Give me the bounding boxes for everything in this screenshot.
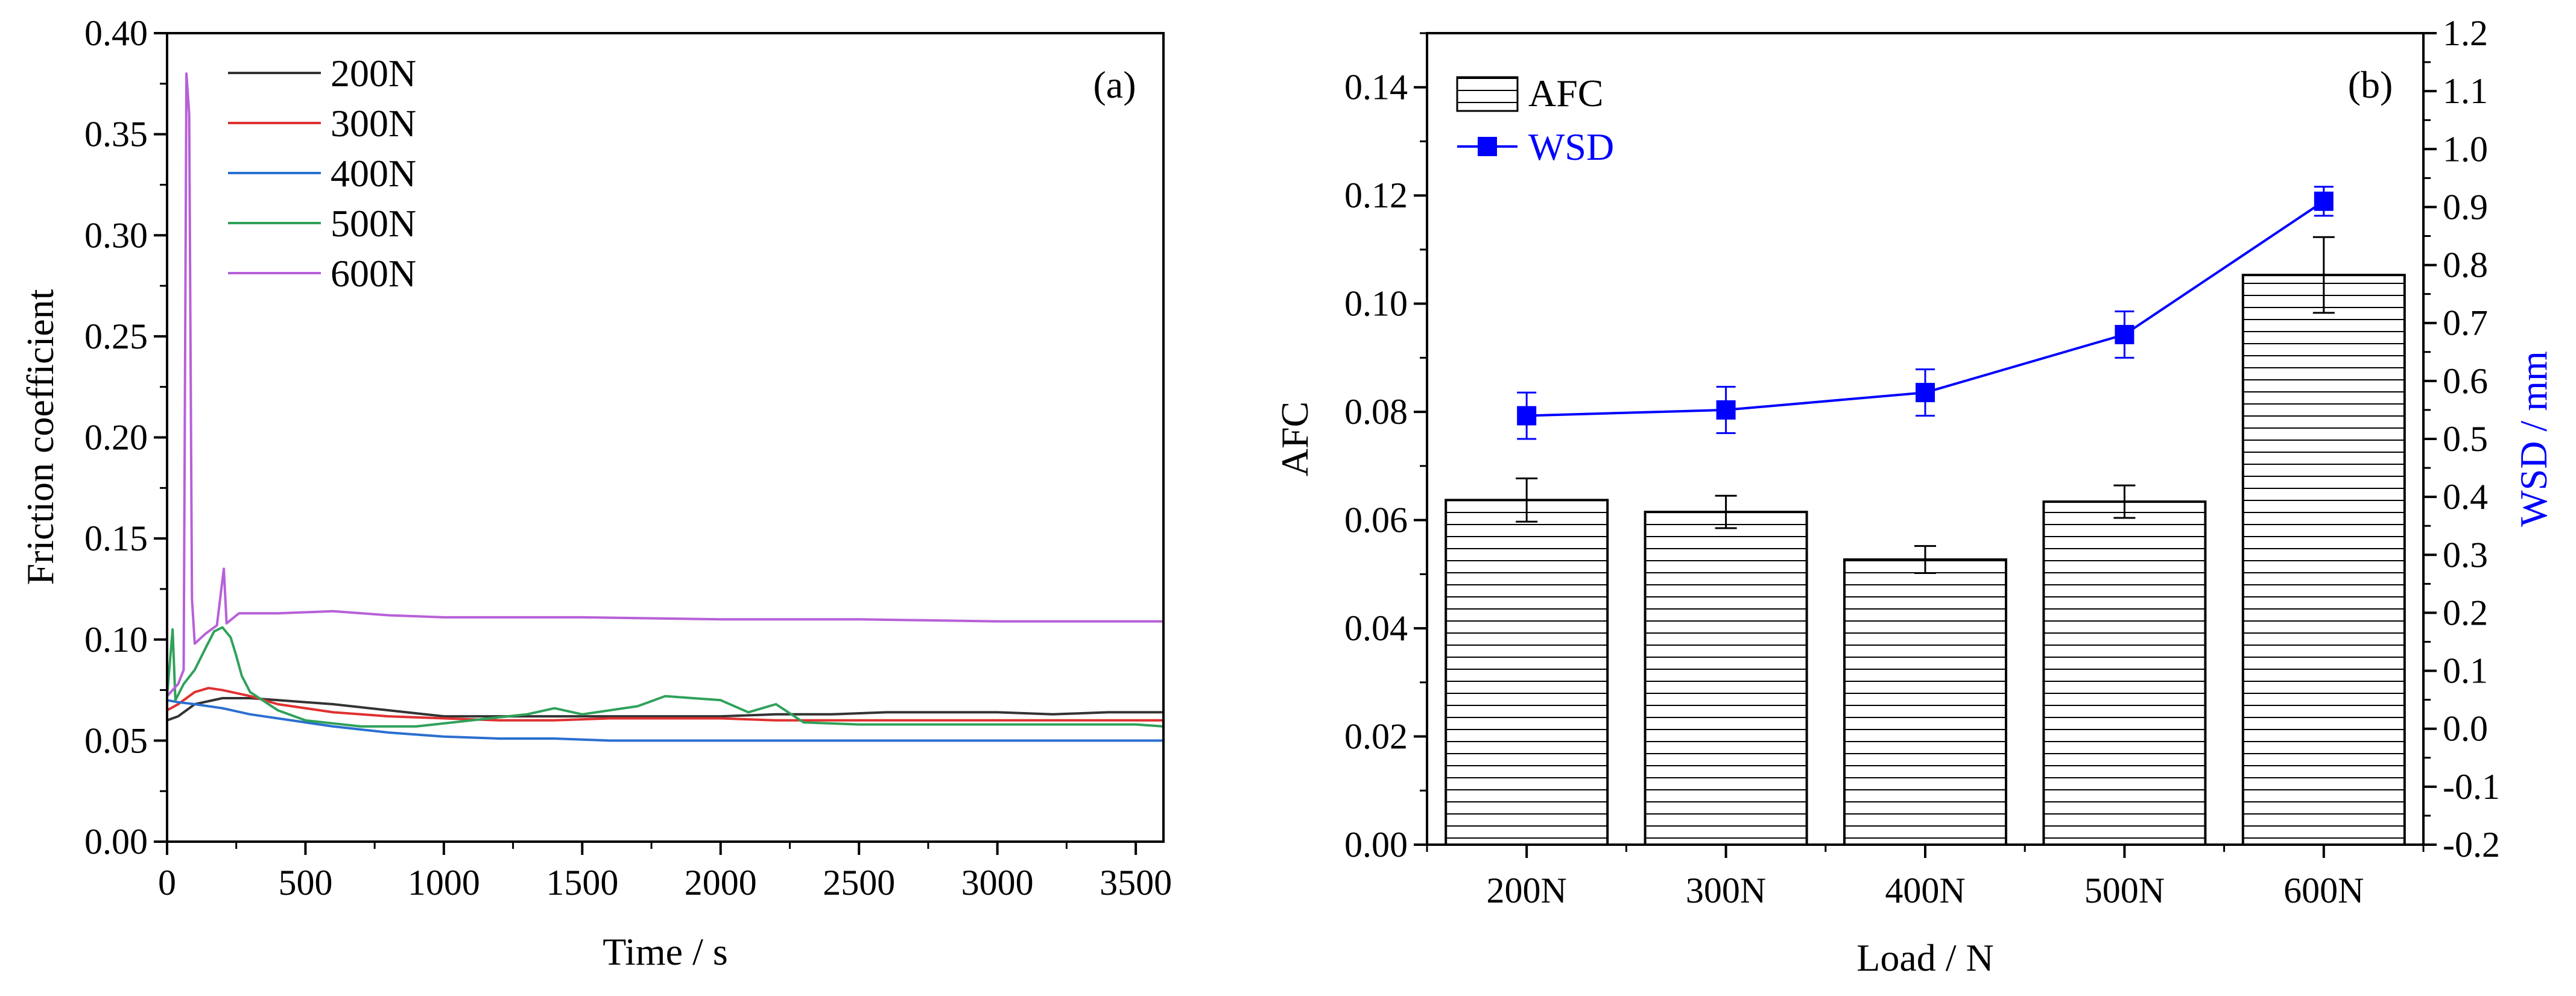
panel-b-afc-bars (1445, 236, 2406, 846)
y2-tick-label: 0.0 (2443, 709, 2488, 749)
y2-tick-label: -0.2 (2443, 825, 2500, 865)
y-tick-label: 0.25 (84, 317, 148, 356)
y-tick-label: 0.00 (1344, 825, 1408, 865)
legend-label: AFC (1528, 72, 1604, 115)
x-tick-label: 300N (1686, 871, 1766, 910)
y2-tick-label: 1.2 (2443, 13, 2488, 53)
x-tick-label: 500N (2084, 871, 2165, 910)
panel-a-x-ticks: 0 500 1000 1500 2000 2500 3000 3500 (158, 842, 1172, 903)
x-tick-label: 200N (1487, 871, 1567, 910)
x-tick-label: 0 (158, 863, 176, 903)
panel-b-left-y-ticks: 0.00 0.02 0.04 0.06 0.08 0.10 0.12 0.14 (1344, 32, 1427, 865)
panel-a-legend: 200N 300N 400N 500N 600N (228, 52, 416, 295)
y-tick-label: 0.20 (84, 418, 148, 458)
series-line-600N (167, 72, 1163, 697)
panel-a-x-axis-label: Time / s (603, 930, 728, 973)
y2-tick-label: 1.1 (2443, 71, 2488, 111)
y2-tick-label: -0.1 (2443, 767, 2500, 807)
y-tick-label: 0.15 (84, 518, 148, 558)
y2-tick-label: 0.6 (2443, 361, 2488, 401)
series-line-300N (167, 687, 1163, 722)
y2-tick-label: 0.2 (2443, 593, 2488, 632)
legend-label: 300N (331, 102, 416, 145)
panel-b-x-axis-label: Load / N (1856, 936, 1994, 979)
afc-bar-500N (2042, 500, 2207, 846)
y-tick-label: 0.00 (84, 822, 148, 862)
panel-b-wsd-series (1517, 186, 2334, 440)
x-tick-label: 2000 (685, 863, 757, 903)
legend-label: 600N (331, 252, 416, 295)
y2-tick-label: 0.5 (2443, 419, 2488, 459)
x-tick-label: 2500 (823, 863, 895, 903)
legend-label: 500N (331, 202, 416, 245)
wsd-marker-500N (2115, 324, 2135, 344)
x-tick-label: 500 (278, 863, 332, 903)
x-tick-label: 400N (1885, 871, 1965, 910)
y-tick-label: 0.10 (84, 620, 148, 660)
wsd-marker-300N (1716, 400, 1736, 420)
afc-bar-600N (2241, 274, 2406, 846)
panel-b: 200N 300N 400N 500N 600N 0.000.020.040.060.0… (1273, 13, 2555, 979)
panel-a: 0 500 1000 1500 2000 2500 3000 3500 0.00 0.05 0.1… (19, 13, 1172, 973)
y2-tick-label: 1.0 (2443, 129, 2488, 169)
y-tick-label: 0.35 (84, 115, 148, 154)
panel-b-right-axis-label: WSD / mm (2512, 351, 2555, 527)
wsd-marker-200N (1517, 406, 1537, 426)
panel-b-left-axis-label: AFC (1273, 402, 1316, 477)
legend-swatch-wsd-marker (1478, 137, 1497, 156)
y2-tick-label: 0.9 (2443, 187, 2488, 227)
y2-tick-label: 0.4 (2443, 477, 2488, 517)
x-tick-label: 600N (2283, 871, 2364, 910)
legend-swatch-afc (1456, 76, 1519, 112)
y-tick-label: 0.12 (1344, 175, 1408, 215)
y-tick-label: 0.05 (84, 720, 148, 760)
panel-b-legend: AFC WSD (1456, 72, 1614, 168)
panel-a-series-lines (167, 72, 1163, 742)
afc-bar-400N (1843, 558, 2007, 846)
y-tick-label: 0.08 (1344, 392, 1408, 432)
y-tick-label: 0.04 (1344, 608, 1408, 648)
x-tick-label: 1000 (408, 863, 480, 903)
panel-a-y-ticks: 0.00 0.05 0.10 0.15 0.20 0.25 0.30 0.35 0.40 (84, 13, 167, 862)
panel-b-panel-label: (b) (2348, 63, 2393, 106)
y2-tick-label: 0.1 (2443, 651, 2488, 691)
afc-bar-300N (1644, 511, 1808, 846)
y-tick-label: 0.30 (84, 215, 148, 255)
y-tick-label: 0.14 (1344, 68, 1408, 107)
x-tick-label: 3500 (1100, 863, 1172, 903)
afc-bar-200N (1445, 499, 1609, 846)
series-line-200N (167, 697, 1163, 722)
y-tick-label: 0.06 (1344, 500, 1408, 540)
y-tick-label: 0.40 (84, 13, 148, 53)
legend-label: 400N (331, 152, 416, 195)
y2-tick-label: 0.8 (2443, 245, 2488, 285)
legend-label: WSD (1528, 125, 1614, 168)
panel-a-y-axis-label: Friction coefficient (19, 289, 62, 585)
y-tick-label: 0.10 (1344, 284, 1408, 324)
y-tick-label: 0.02 (1344, 717, 1408, 757)
x-tick-label: 3000 (961, 863, 1034, 903)
panel-b-x-ticks: 200N 300N 400N 500N 600N (1426, 845, 2425, 910)
y2-tick-label: 0.3 (2443, 535, 2488, 575)
series-line-400N (167, 699, 1163, 742)
panel-b-right-y-ticks: -0.2 -0.1 0.0 0.1 0.2 0.3 0.4 0.5 0.6 0.7 0.8 0.9 1.… (2423, 13, 2500, 865)
legend-label: 200N (331, 52, 416, 95)
x-tick-label: 1500 (546, 863, 618, 903)
panel-a-panel-label: (a) (1093, 63, 1136, 106)
wsd-marker-400N (1916, 383, 1935, 403)
series-line-500N (167, 626, 1163, 728)
y2-tick-label: 0.7 (2443, 303, 2488, 343)
wsd-marker-600N (2314, 191, 2334, 211)
